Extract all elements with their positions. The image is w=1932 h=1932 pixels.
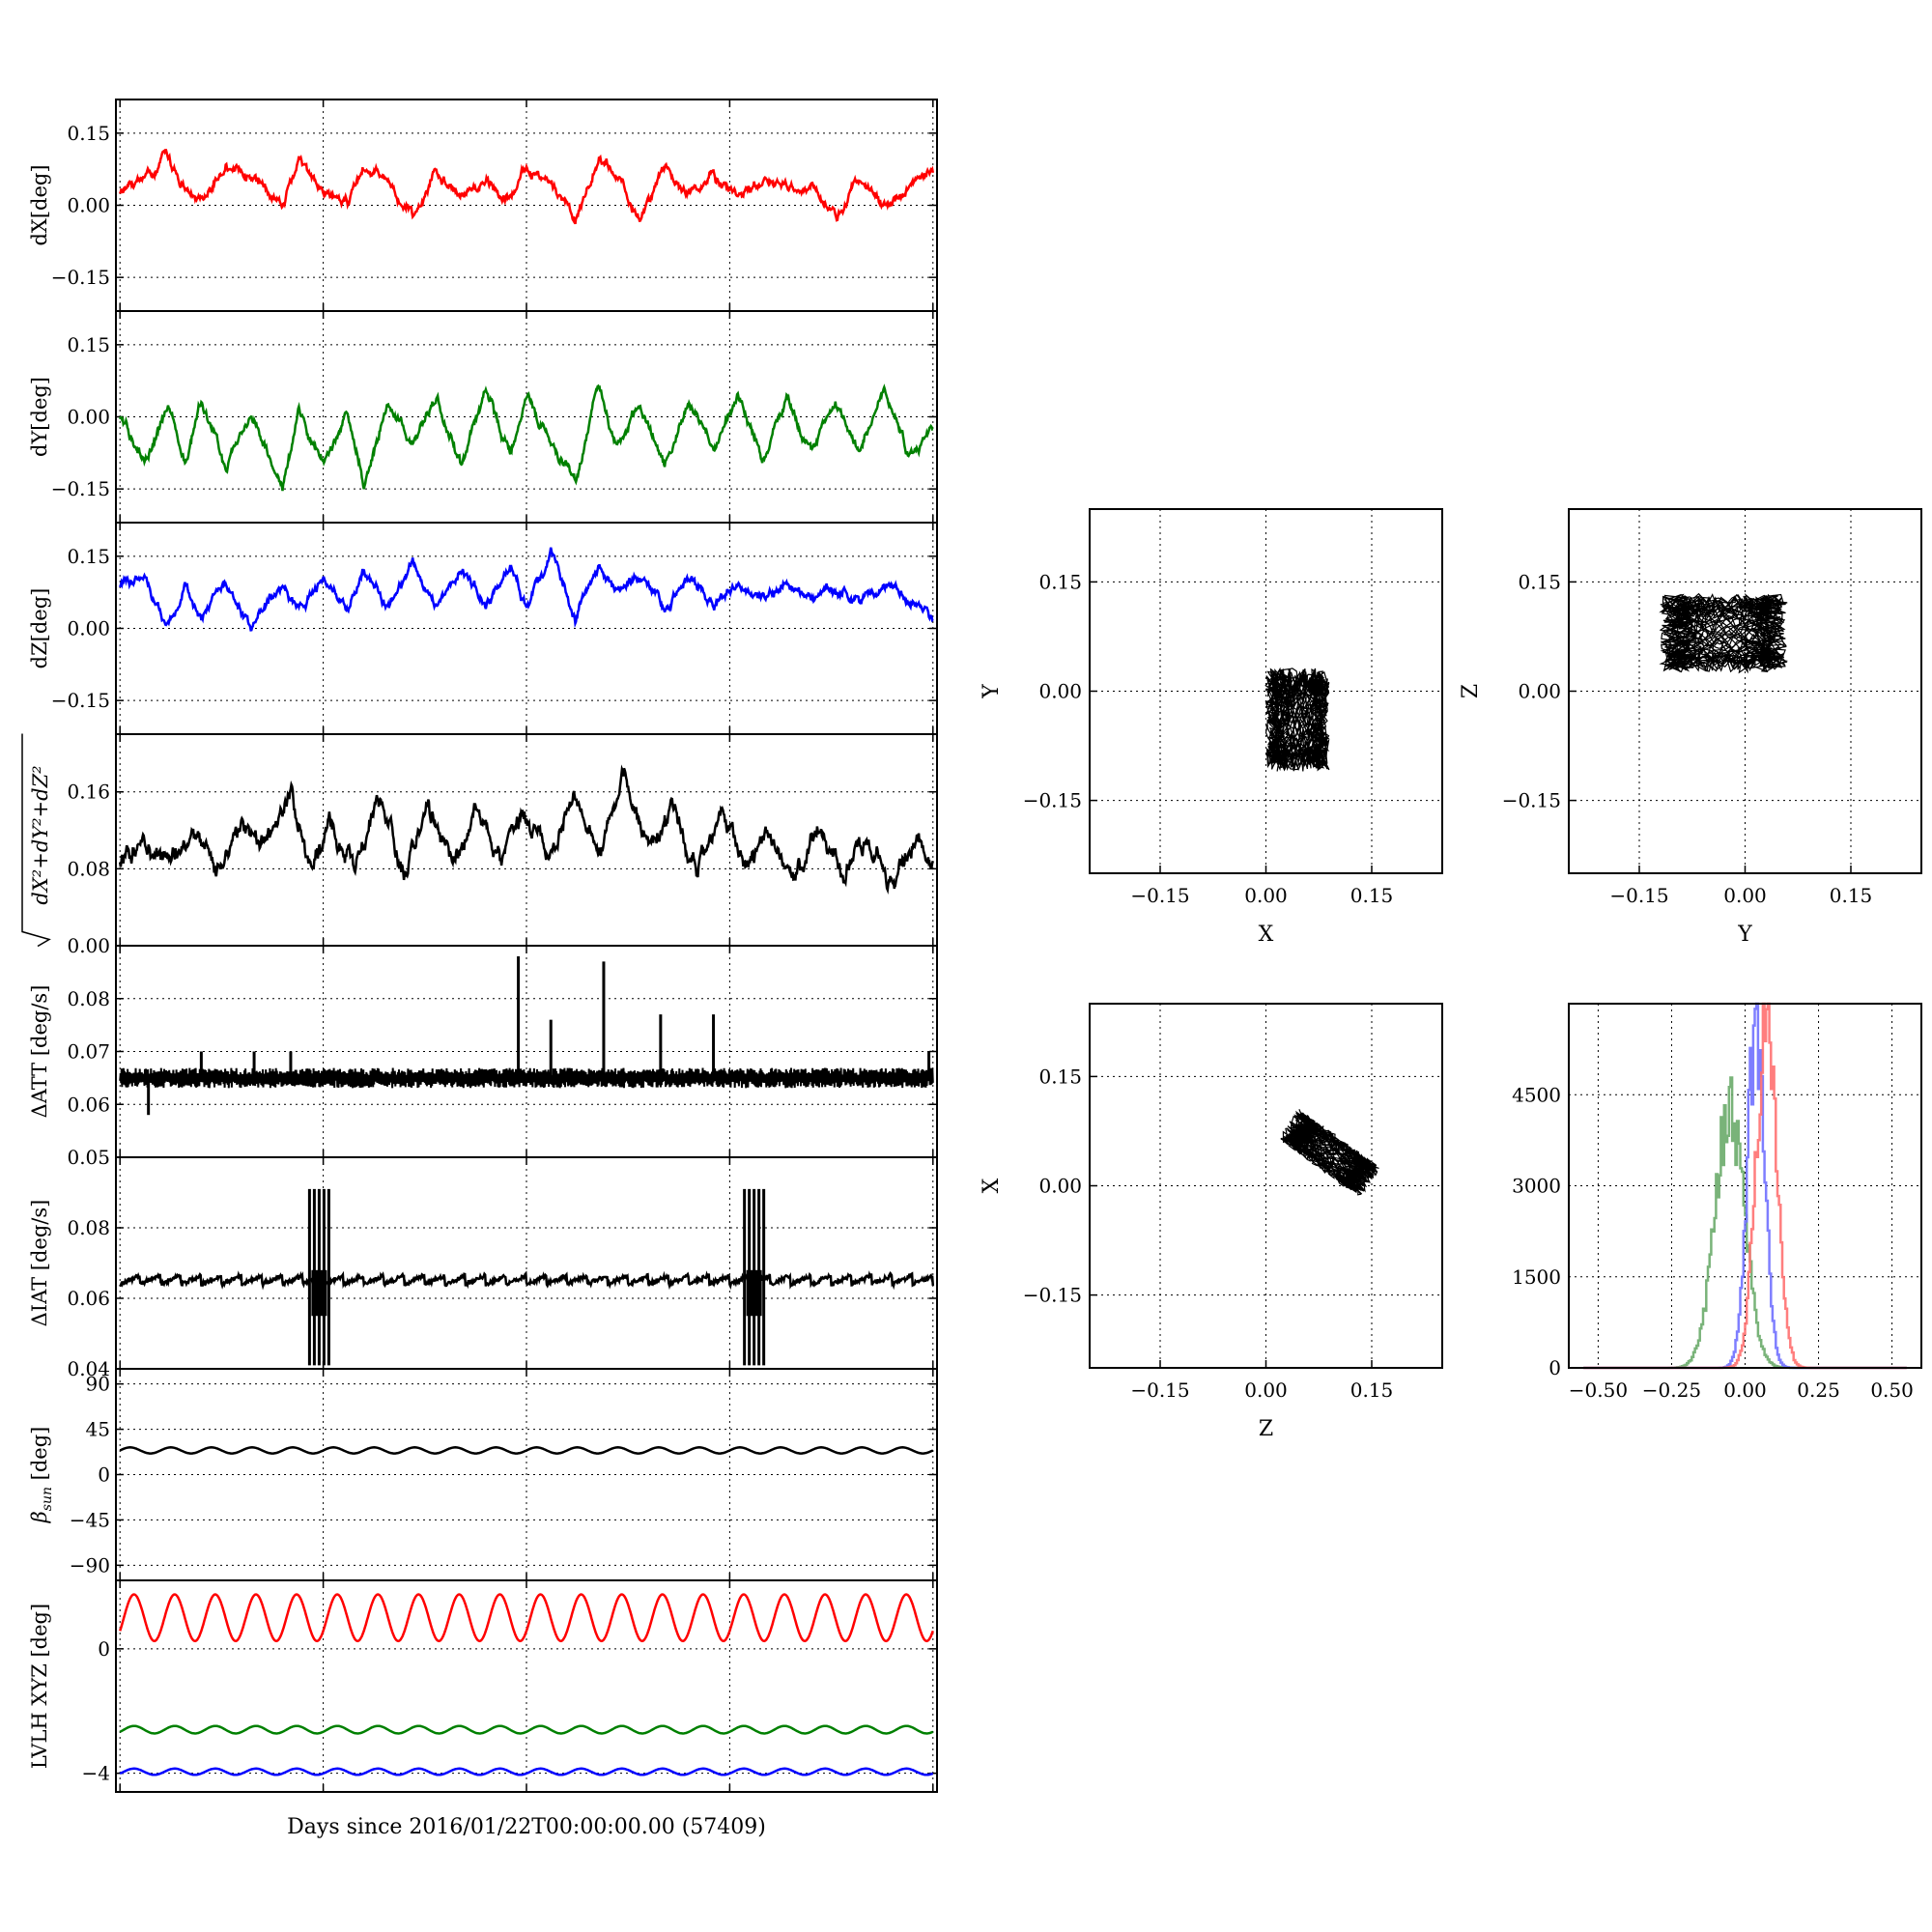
axis-label-y: βsun [deg] (28, 1427, 55, 1524)
axis-label-y: LVLH XYZ [deg] (28, 1604, 51, 1769)
axis-label-y-text: dX²+dY²+dZ² (29, 765, 52, 904)
panel-frame (115, 1579, 938, 1793)
axis-label-y: X (980, 1178, 1004, 1193)
axis-label-y: dY[deg] (28, 377, 51, 457)
tick-label-y: 0.00 (1038, 1175, 1082, 1198)
tick-label-y: 0.06 (67, 1287, 110, 1310)
tick-label-x: −0.50 (1569, 1378, 1628, 1402)
axis-label-y: Z (1459, 684, 1483, 698)
tick-label-y: 0.08 (67, 987, 110, 1010)
tick-label-y: −0.15 (51, 266, 110, 289)
panel-beta: −90 −45 0 45 90 βsun [deg] (28, 1368, 938, 1581)
tick-label-y: −0.15 (51, 477, 110, 500)
tick-label-y: 0.00 (1518, 680, 1561, 703)
tick-label-x: 0.00 (1244, 1378, 1288, 1402)
tick-label-y: 4500 (1512, 1083, 1561, 1106)
series-line-lvlh-1 (119, 1724, 934, 1735)
tick-label-x: 0.50 (1870, 1378, 1914, 1402)
burst-core (311, 1269, 327, 1317)
tick-label-y: 90 (86, 1373, 110, 1396)
scatter-points (1264, 667, 1330, 772)
series-line-beta (119, 1446, 934, 1455)
tick-label-x: −0.15 (1130, 884, 1189, 907)
panel-scatter_yz: −0.15 0.00 0.15 −0.15 0.00 0.15 Y Z (1459, 508, 1922, 947)
axis-label-x: X (1259, 923, 1274, 947)
tick-label-y: −90 (70, 1553, 110, 1577)
axis-label-y: Y (980, 684, 1004, 699)
series-line-dZ (119, 547, 934, 632)
panel-dZ: −0.15 0.00 0.15 dZ[deg] (28, 522, 938, 735)
tick-label-y: 1500 (1512, 1265, 1561, 1289)
tick-label-y: 0.15 (67, 122, 110, 145)
tick-label-y: 3000 (1512, 1175, 1561, 1198)
tick-label-y: 0 (98, 1463, 110, 1487)
tick-label-y: 0 (1548, 1356, 1561, 1379)
series-line-diat (119, 1270, 935, 1291)
axis-label-x: Y (1737, 923, 1752, 947)
series-line-lvlh-0 (119, 1593, 934, 1643)
panel-lvlh: −4 0 LVLH XYZ [deg] (28, 1579, 938, 1793)
panel-frame (1568, 508, 1922, 874)
tick-label-y: 0 (98, 1637, 110, 1661)
tick-label-x: 0.15 (1830, 884, 1873, 907)
tick-label-y: 0.04 (67, 1357, 110, 1380)
tick-label-y: 0.00 (67, 194, 110, 217)
axis-label-y: dZ[deg] (28, 588, 51, 669)
tick-label-y: 0.00 (1038, 680, 1082, 703)
tick-label-y: 0.15 (67, 333, 110, 356)
tick-label-y: 0.15 (1518, 570, 1561, 593)
tick-label-x: 0.00 (1723, 884, 1767, 907)
tick-label-y: −0.15 (51, 689, 110, 712)
tick-label-y: 0.05 (67, 1146, 110, 1169)
tick-label-y: −0.15 (1502, 789, 1561, 812)
series-line-dY (119, 384, 934, 492)
radical-sign (21, 733, 51, 948)
panel-dY: −0.15 0.00 0.15 dY[deg] (28, 310, 938, 524)
axis-label-y: ΔATT [deg/s] (28, 985, 51, 1119)
tick-label-x: 0.00 (1723, 1378, 1767, 1402)
tick-label-y: 0.00 (67, 406, 110, 429)
tick-label-y: −0.15 (1023, 789, 1082, 812)
series-line-lvlh-2 (119, 1767, 934, 1776)
panel-scatter_xy: −0.15 0.00 0.15 −0.15 0.00 0.15 X Y (980, 508, 1443, 947)
tick-label-y: 0.07 (67, 1040, 110, 1064)
tick-label-y: −45 (70, 1508, 110, 1531)
tick-label-x: −0.15 (1130, 1378, 1189, 1402)
tick-label-y: −4 (82, 1762, 110, 1785)
tick-label-y: 0.15 (67, 545, 110, 568)
tick-label-y: 45 (86, 1418, 110, 1441)
tick-label-y: 0.00 (67, 617, 110, 640)
axis-label-x: Z (1259, 1417, 1273, 1441)
panel-histogram: −0.50 −0.25 0.00 0.25 0.50 0 1500 3000 4500 (1512, 1002, 1922, 1402)
tick-label-x: −0.25 (1642, 1378, 1701, 1402)
panel-frame (1568, 1003, 1922, 1369)
series-line-norm (118, 764, 934, 895)
scatter-points (1659, 592, 1789, 674)
axis-label-y: dX²+dY²+dZ² (21, 733, 52, 948)
tick-label-x: 0.15 (1350, 884, 1394, 907)
tick-label-x: 0.15 (1350, 1378, 1394, 1402)
axis-label-y: ΔIAT [deg/s] (28, 1200, 51, 1327)
panel-frame (1089, 508, 1443, 874)
tick-label-y: 0.06 (67, 1093, 110, 1116)
scatter-points (1280, 1109, 1379, 1196)
tick-label-x: 0.25 (1797, 1378, 1840, 1402)
tick-label-y: −0.15 (1023, 1284, 1082, 1307)
axis-label-y: dX[deg] (28, 164, 51, 245)
panel-scatter_zx: −0.15 0.00 0.15 −0.15 0.00 0.15 Z X (980, 1003, 1443, 1441)
tick-label-y: 0.15 (1038, 1065, 1082, 1088)
tick-label-x: 0.00 (1244, 884, 1288, 907)
tick-label-y: 0.15 (1038, 570, 1082, 593)
burst-core (746, 1269, 762, 1317)
tick-label-y: 0.08 (67, 1216, 110, 1239)
series-line-dX (119, 149, 935, 225)
tick-label-y: 0.08 (67, 857, 110, 880)
tick-label-y: 0.16 (67, 781, 110, 804)
tick-label-y: 0.00 (67, 934, 110, 957)
panel-frame (1089, 1003, 1443, 1369)
time-axis-label: Days since 2016/01/22T00:00:00.00 (57409… (287, 1815, 766, 1839)
panel-dX: −0.15 0.00 0.15 dX[deg] (28, 99, 938, 312)
tick-label-x: −0.15 (1609, 884, 1668, 907)
